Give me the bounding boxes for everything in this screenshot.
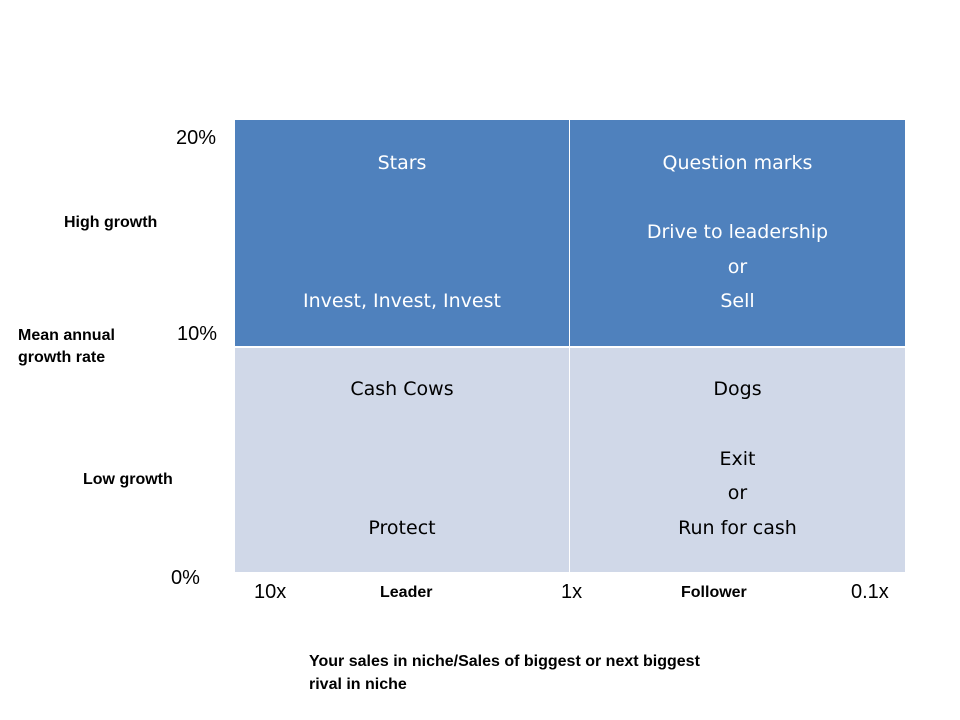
quadrant-dogs-action-3: Run for cash: [678, 517, 797, 539]
quadrant-stars: Stars Invest, Invest, Invest: [235, 120, 569, 346]
quadrant-cash-cows: Cash Cows Protect: [235, 348, 569, 572]
quadrant-stars-action: Invest, Invest, Invest: [303, 290, 501, 312]
x-axis-caption-line-1: Your sales in niche/Sales of biggest or …: [309, 653, 700, 670]
x-tick-10x: 10x: [254, 581, 287, 603]
quadrant-question-marks-action-2: or: [727, 256, 748, 278]
y-label-low-growth: Low growth: [83, 471, 173, 488]
y-tick-10: 10%: [177, 323, 218, 345]
y-tick-0: 0%: [171, 567, 200, 589]
quadrant-dogs: Dogs Exit or Run for cash: [570, 348, 905, 572]
x-label-leader: Leader: [380, 584, 433, 601]
quadrant-question-marks: Question marks Drive to leadership or Se…: [570, 120, 905, 346]
y-axis-title-line-1: Mean annual: [18, 327, 115, 344]
quadrant-dogs-action-1: Exit: [719, 448, 756, 470]
quadrant-cash-cows-action: Protect: [368, 517, 436, 539]
quadrant-stars-title: Stars: [377, 152, 427, 174]
y-axis-title-line-2: growth rate: [18, 349, 106, 366]
y-tick-20: 20%: [176, 127, 217, 149]
quadrant-dogs-action-2: or: [727, 482, 748, 504]
quadrant-question-marks-action-3: Sell: [720, 290, 755, 312]
x-axis-caption-line-2: rival in niche: [309, 676, 407, 693]
quadrant-question-marks-title: Question marks: [662, 152, 813, 174]
x-tick-1x: 1x: [561, 581, 583, 603]
y-label-high-growth: High growth: [64, 214, 158, 231]
quadrant-cash-cows-title: Cash Cows: [350, 378, 454, 400]
x-tick-0-1x: 0.1x: [851, 581, 889, 603]
growth-share-matrix: Stars Invest, Invest, Invest Question ma…: [235, 120, 905, 572]
quadrant-question-marks-action-1: Drive to leadership: [646, 221, 829, 243]
quadrant-dogs-title: Dogs: [713, 378, 762, 400]
x-axis-caption: Your sales in niche/Sales of biggest or …: [309, 650, 700, 696]
x-label-follower: Follower: [681, 584, 747, 601]
